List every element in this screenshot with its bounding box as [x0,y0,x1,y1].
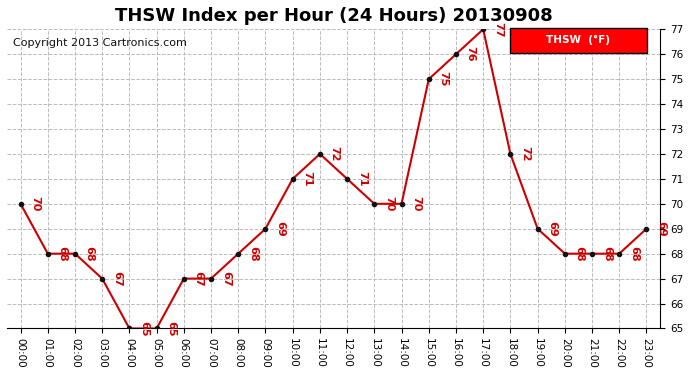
Text: 71: 71 [357,171,367,187]
Text: 68: 68 [575,246,584,261]
Text: 68: 68 [57,246,68,261]
Text: 75: 75 [438,72,449,87]
Text: 67: 67 [194,271,204,286]
Text: Copyright 2013 Cartronics.com: Copyright 2013 Cartronics.com [14,38,188,48]
Text: 72: 72 [330,146,339,162]
Text: THSW  (°F): THSW (°F) [546,35,611,45]
Text: 69: 69 [547,221,558,237]
Text: 65: 65 [139,321,149,336]
Text: 67: 67 [112,271,122,286]
Text: 69: 69 [656,221,667,237]
Text: 76: 76 [466,46,475,62]
Text: 70: 70 [411,196,422,211]
FancyBboxPatch shape [510,28,647,53]
Text: 68: 68 [248,246,258,261]
Text: 70: 70 [30,196,40,211]
Text: 68: 68 [629,246,639,261]
Text: 68: 68 [602,246,612,261]
Text: 77: 77 [493,21,503,37]
Text: 71: 71 [302,171,313,187]
Text: 68: 68 [85,246,95,261]
Text: 70: 70 [384,196,394,211]
Text: 67: 67 [221,271,230,286]
Text: 72: 72 [520,146,530,162]
Title: THSW Index per Hour (24 Hours) 20130908: THSW Index per Hour (24 Hours) 20130908 [115,7,553,25]
Text: 69: 69 [275,221,285,237]
Text: 65: 65 [166,321,177,336]
